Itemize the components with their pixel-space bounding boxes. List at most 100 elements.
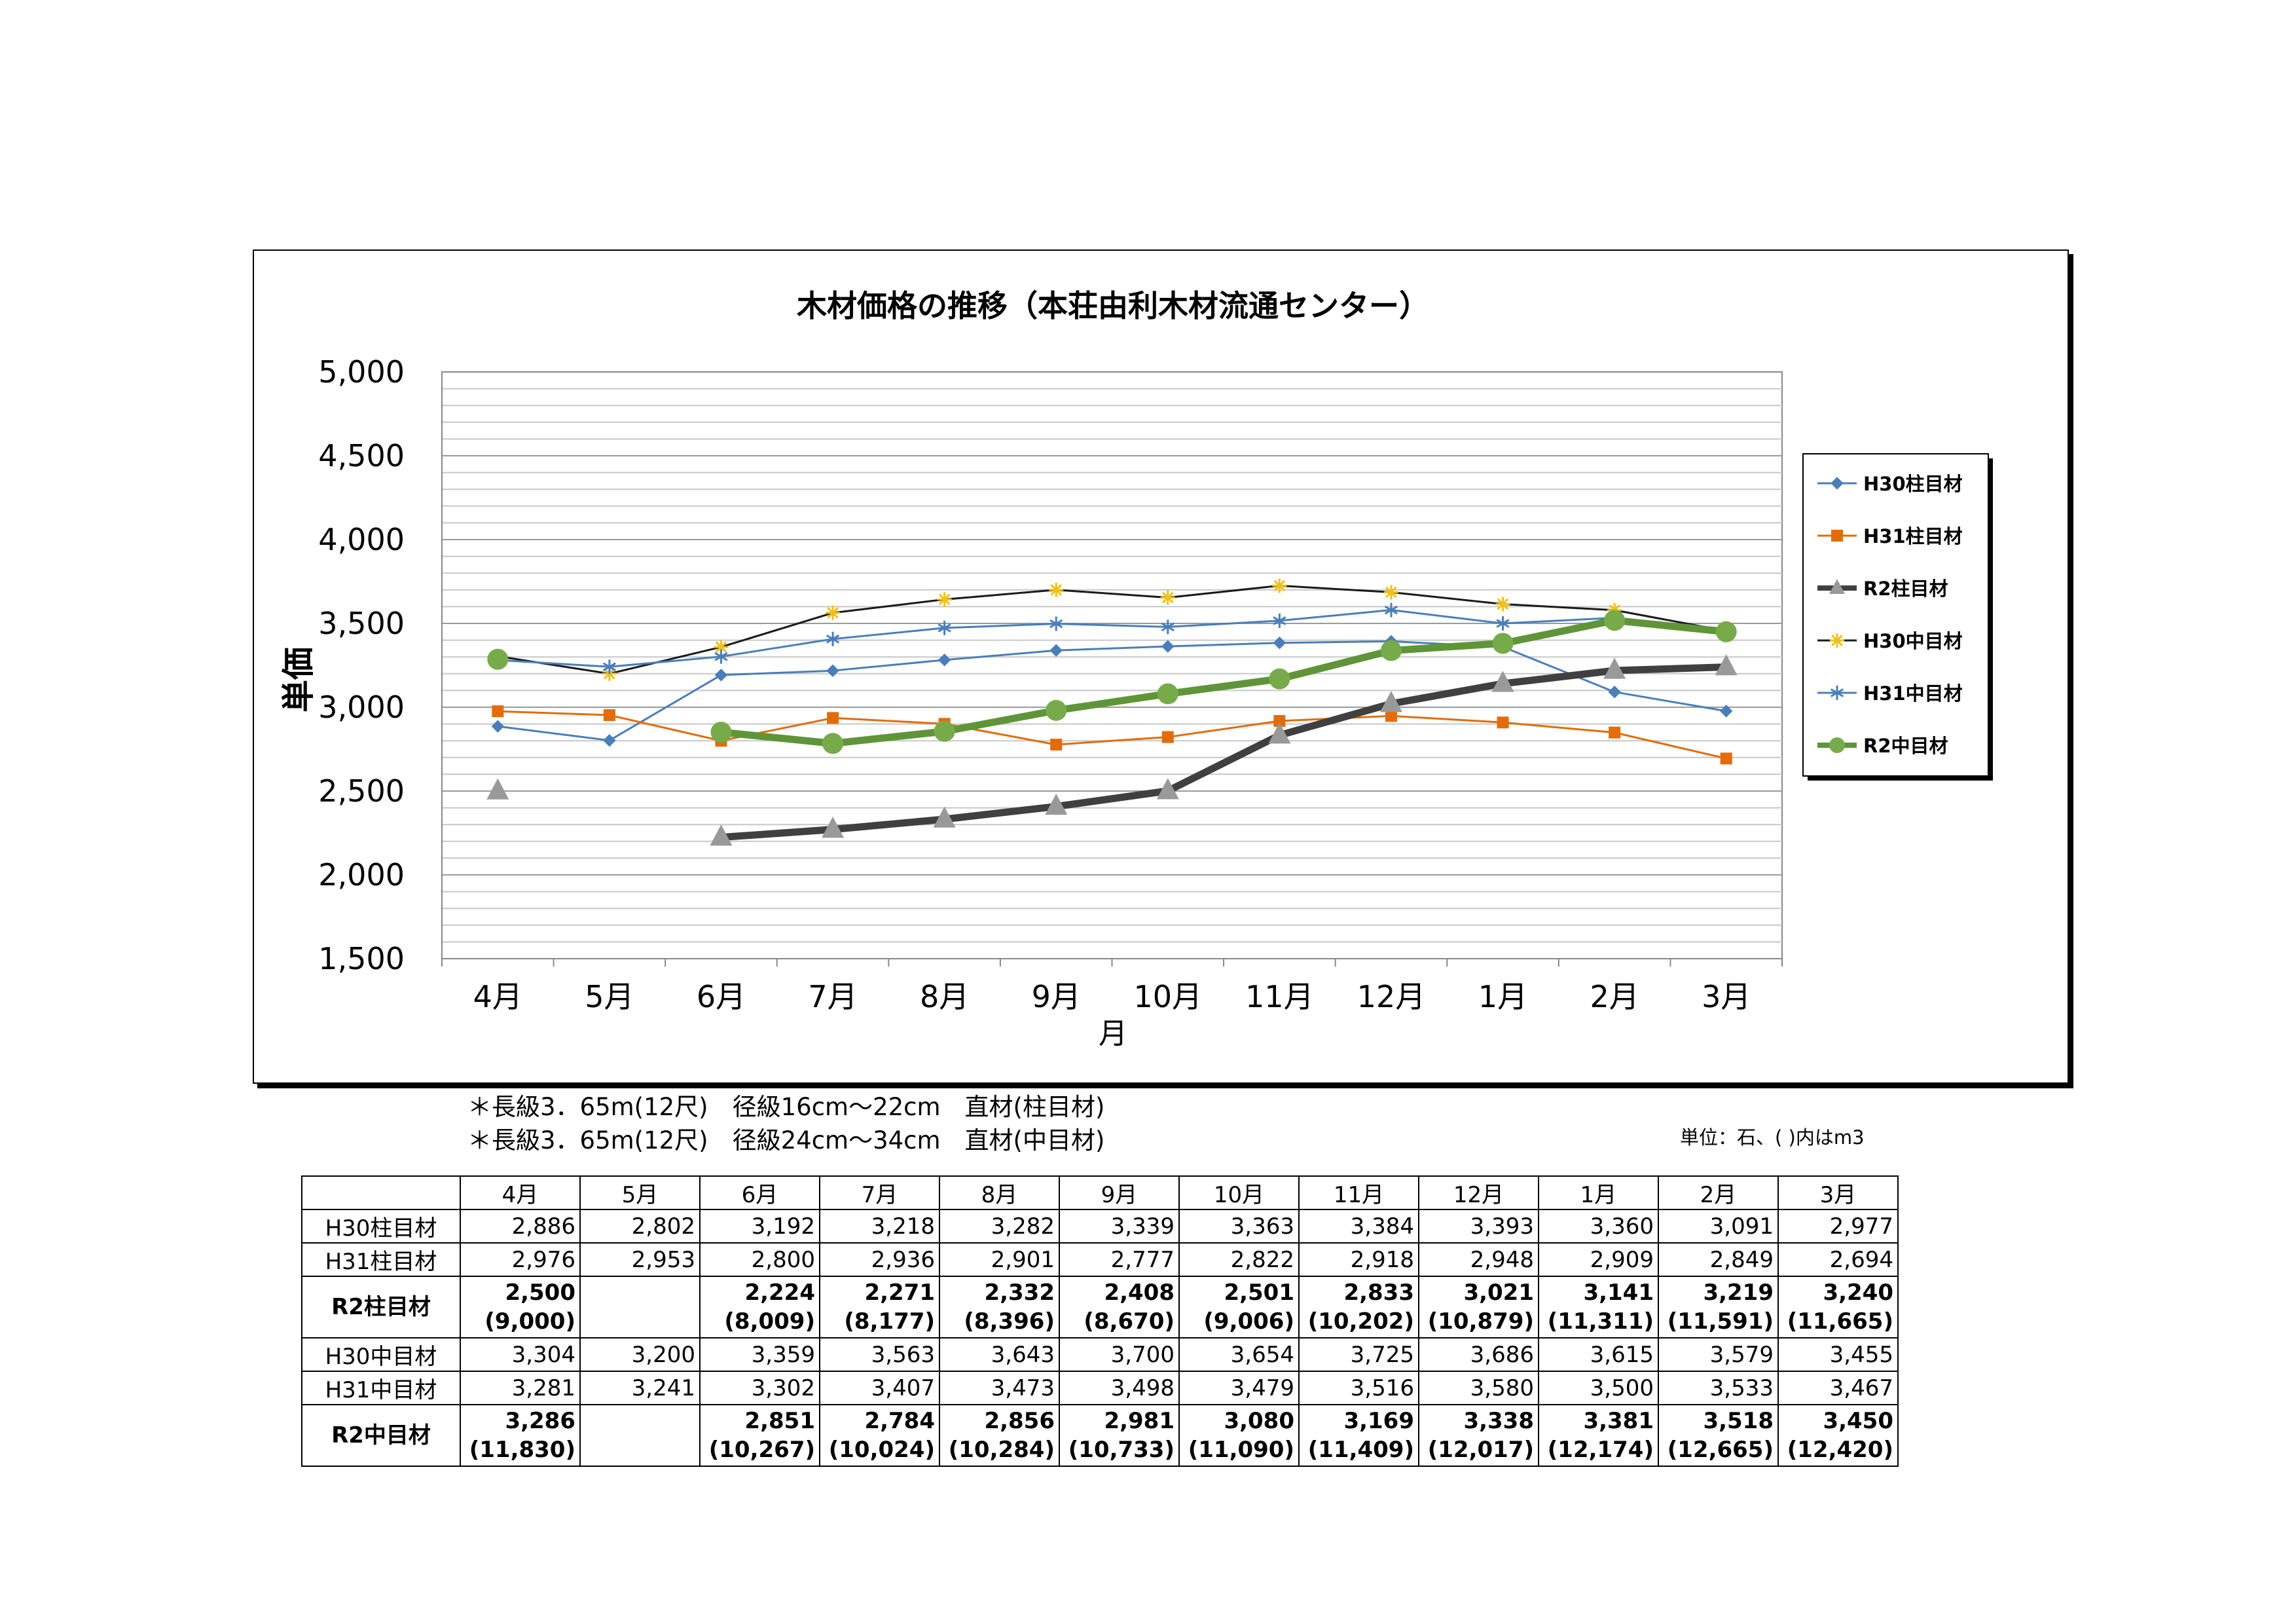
legend-item: H31中目材 <box>1817 682 1963 705</box>
series-line <box>717 616 1730 747</box>
x-tick-label: 3月 <box>1702 979 1751 1014</box>
data-point <box>486 778 509 800</box>
data-point <box>1046 699 1067 721</box>
data-point <box>1495 597 1510 612</box>
price-per-m3: (12,174) <box>1547 1437 1654 1463</box>
row-label: H31柱目材 <box>301 1242 461 1277</box>
table-cell: 2,981 (10,733) <box>1059 1404 1180 1467</box>
data-point <box>1604 610 1626 631</box>
price-per-koku: 3,338 <box>1463 1408 1534 1434</box>
column-header: 6月 <box>699 1175 820 1210</box>
price-per-m3: (11,090) <box>1188 1437 1294 1463</box>
data-point <box>1380 640 1402 661</box>
row-label: H30中目材 <box>301 1337 461 1372</box>
unit-note: 単位：石、( )内はm3 <box>1680 1126 1865 1149</box>
legend-item: R2柱目材 <box>1817 578 1948 600</box>
table-cell: 3,467 <box>1777 1371 1899 1405</box>
column-header: 3月 <box>1777 1175 1899 1210</box>
table-cell: 3,393 <box>1418 1209 1539 1244</box>
data-point <box>1496 616 1510 631</box>
table-row: H31中目材 3,281 3,241 3,302 3,407 3,473 3,498 3,47… <box>301 1371 1899 1405</box>
price-per-m3: (11,409) <box>1307 1437 1414 1463</box>
table-cell: 2,500 (9,000) <box>460 1276 581 1338</box>
data-point <box>1720 752 1732 765</box>
data-point <box>1384 602 1398 618</box>
spec-note-medium: ＊長級3．65m(12尺) 径級24cm～34cm 直材(中目材) <box>467 1126 1105 1154</box>
table-cell: 3,091 <box>1658 1209 1779 1244</box>
table-cell: 2,948 <box>1418 1242 1539 1277</box>
price-per-m3: (12,665) <box>1667 1437 1774 1463</box>
table-cell: 3,021 (10,879) <box>1418 1276 1539 1338</box>
table-cell: 3,286 (11,830) <box>460 1404 581 1467</box>
x-tick-label: 10月 <box>1134 979 1203 1014</box>
y-tick-label: 3,500 <box>318 606 405 641</box>
price-per-koku: 3,021 <box>1463 1280 1534 1306</box>
price-per-koku: 3,219 <box>1703 1280 1774 1306</box>
table-cell: 3,302 <box>699 1371 820 1405</box>
data-point <box>1715 621 1737 642</box>
data-point <box>492 705 504 718</box>
table-cell: 3,500 <box>1538 1371 1659 1405</box>
price-per-m3: (11,830) <box>469 1437 575 1463</box>
table-cell: 2,909 <box>1538 1242 1659 1277</box>
table-cell: 2,332 (8,396) <box>939 1276 1060 1338</box>
table-cell: 2,784 (10,024) <box>819 1404 940 1467</box>
data-point <box>1161 619 1175 635</box>
data-point <box>1273 714 1286 727</box>
price-per-m3: (10,879) <box>1427 1308 1534 1335</box>
price-per-m3: (12,420) <box>1787 1437 1893 1463</box>
data-point <box>1161 731 1174 743</box>
table-cell: 3,192 <box>699 1209 820 1244</box>
table-row: H30柱目材 2,886 2,802 3,192 3,218 3,282 3,339 3,36… <box>301 1209 1899 1244</box>
data-point <box>1491 671 1514 692</box>
data-point <box>1609 726 1621 739</box>
y-tick-label: 4,500 <box>318 438 405 473</box>
table-cell: 3,360 <box>1538 1209 1659 1244</box>
data-point <box>714 669 728 682</box>
y-tick-label: 5,000 <box>318 354 405 390</box>
table-body: H30柱目材 2,886 2,802 3,192 3,218 3,282 3,339 3,36… <box>301 1209 1899 1467</box>
y-tick-label: 3,000 <box>318 690 405 725</box>
table-cell: 2,822 <box>1178 1242 1300 1277</box>
data-point <box>487 648 509 670</box>
price-per-koku: 3,518 <box>1703 1408 1774 1434</box>
table-cell: 3,579 <box>1658 1337 1779 1372</box>
table-cell: 3,498 <box>1059 1371 1180 1405</box>
column-header: 12月 <box>1418 1175 1539 1210</box>
table-cell: 3,533 <box>1658 1371 1779 1405</box>
table-cell: 2,856 (10,284) <box>939 1404 1060 1467</box>
table-cell: 2,408 (8,670) <box>1059 1276 1180 1338</box>
data-point <box>1268 722 1291 744</box>
series-3 <box>486 654 1738 846</box>
series-2 <box>492 705 1732 765</box>
table-cell: 2,977 <box>1777 1209 1899 1244</box>
plot-area <box>441 371 1783 959</box>
price-per-m3: (8,396) <box>964 1308 1055 1335</box>
table-cell: 2,777 <box>1059 1242 1180 1277</box>
table-cell: 3,450 (12,420) <box>1777 1404 1899 1467</box>
x-tick-label: 5月 <box>585 979 634 1014</box>
price-per-koku: 2,224 <box>744 1280 815 1306</box>
table-corner <box>301 1175 461 1210</box>
price-per-m3: (9,006) <box>1203 1308 1294 1335</box>
price-per-m3: (9,000) <box>484 1308 575 1335</box>
price-per-m3: (8,009) <box>724 1308 815 1335</box>
legend-label: H30柱目材 <box>1863 473 1963 495</box>
data-point <box>1049 582 1064 597</box>
column-header: 2月 <box>1658 1175 1779 1210</box>
row-label: R2中目材 <box>301 1404 461 1467</box>
data-point <box>1608 685 1621 699</box>
data-point <box>1157 683 1178 705</box>
data-point <box>1603 657 1626 679</box>
series-line <box>717 663 1730 841</box>
price-per-koku: 3,450 <box>1823 1408 1893 1434</box>
legend-marker <box>1829 737 1845 753</box>
table-cell: 2,901 <box>939 1242 1060 1277</box>
table-cell: 3,200 <box>579 1337 701 1372</box>
table-cell: 2,953 <box>579 1242 701 1277</box>
table-cell: 3,473 <box>939 1371 1060 1405</box>
data-point <box>1383 585 1398 600</box>
table-header-row: 4月 5月 6月 7月 8月 9月 10月 11月 12月 1月 2月 3月 <box>301 1175 1899 1210</box>
data-point <box>827 712 839 724</box>
price-per-m3: (11,665) <box>1787 1308 1893 1335</box>
